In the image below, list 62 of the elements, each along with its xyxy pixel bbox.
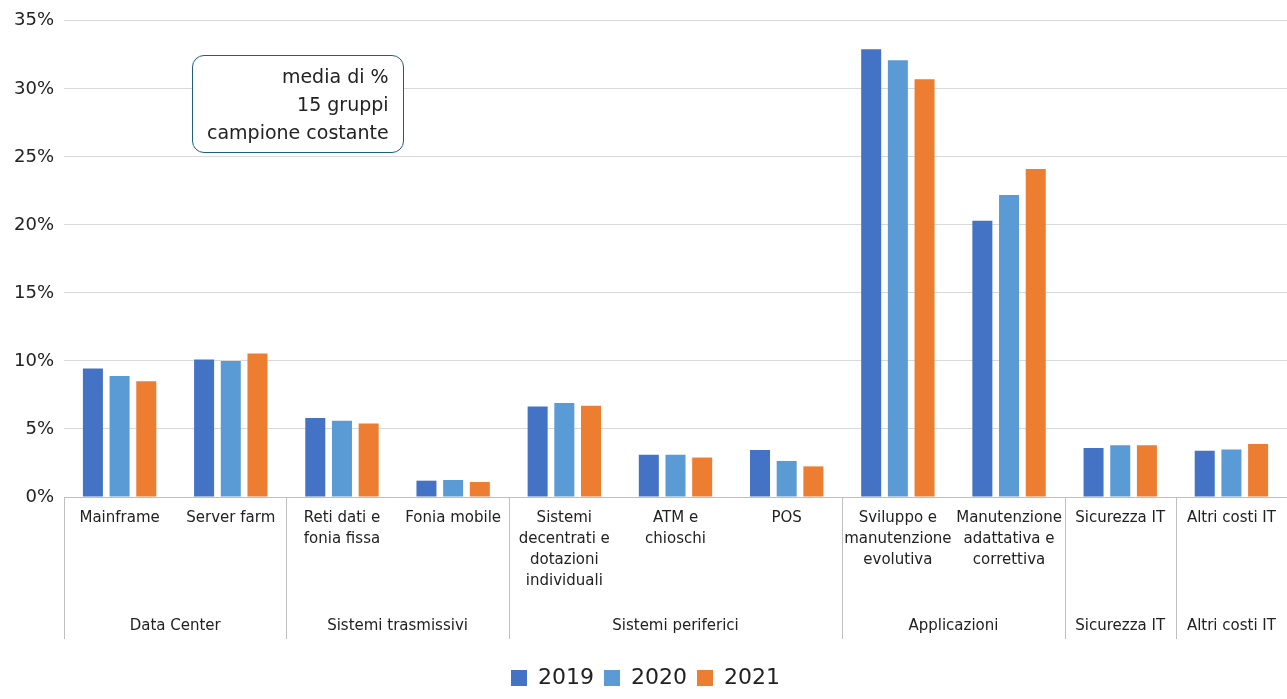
- bar: [692, 457, 713, 497]
- legend-label: 2021: [723, 663, 780, 689]
- y-tick-label: 0%: [25, 484, 55, 506]
- text: Sistemi periferici: [612, 616, 739, 635]
- x-tick-label: ATM e chioschi: [645, 508, 706, 548]
- text: Sistemi trasmissivi: [327, 616, 468, 635]
- legend-label: 2019: [538, 663, 595, 689]
- annotation: media di % 15 gruppi campione costante: [192, 54, 404, 153]
- text: Sicurezza IT: [1075, 616, 1166, 635]
- x-tick-label: Manutenzione adattativa e correttiva: [956, 508, 1062, 569]
- bar: [887, 60, 908, 497]
- bar: [358, 423, 379, 497]
- bar: [1083, 448, 1104, 497]
- bar: [109, 375, 130, 497]
- y-tick-label: 5%: [25, 416, 55, 438]
- bar: [554, 403, 575, 497]
- x-tick-label: Server farm: [186, 508, 276, 527]
- bar: [331, 420, 352, 497]
- y-tick-label: 30%: [13, 76, 55, 98]
- x-tick-label: Sicurezza IT: [1075, 508, 1166, 527]
- bar: [776, 460, 797, 497]
- y-tick-label: 35%: [13, 8, 55, 30]
- bar: [527, 406, 548, 497]
- bar: [1025, 169, 1046, 497]
- bar: [581, 405, 602, 497]
- bar: [665, 454, 686, 497]
- text: Applicazioni: [908, 616, 999, 635]
- y-tick-label: 25%: [13, 144, 55, 166]
- x-tick-label: Reti dati e fonia fissa: [303, 508, 381, 548]
- bar: [750, 450, 771, 497]
- bar: [638, 454, 659, 497]
- x-tick-label: POS: [771, 508, 802, 527]
- legend-label: 2020: [631, 663, 688, 689]
- bar: [803, 466, 824, 497]
- bar: [247, 353, 268, 497]
- y-tick-label: 20%: [13, 212, 55, 234]
- x-tick-label: Mainframe: [79, 508, 160, 527]
- bar: [1194, 450, 1215, 497]
- bar: [220, 360, 241, 497]
- bar: [972, 220, 993, 497]
- bar: [305, 418, 326, 497]
- bar: [1221, 449, 1242, 497]
- bar: [1136, 445, 1157, 497]
- bar: [999, 194, 1020, 497]
- bar: [194, 359, 215, 497]
- text: Altri costi IT: [1186, 616, 1277, 635]
- bar: [136, 381, 157, 497]
- bar: [82, 368, 103, 497]
- bar: [469, 482, 490, 497]
- y-tick-label: 15%: [13, 280, 55, 302]
- bar: [443, 479, 464, 497]
- bar: [861, 49, 882, 497]
- bar: [1110, 445, 1131, 497]
- y-tick-label: 10%: [13, 348, 55, 370]
- x-tick-label: Sviluppo e manutenzione evolutiva: [844, 508, 952, 569]
- x-tick-label: Fonia mobile: [405, 508, 502, 527]
- bar: [914, 79, 935, 497]
- x-tick-label: Altri costi IT: [1186, 508, 1277, 527]
- bar: [1248, 443, 1269, 497]
- text: Data Center: [129, 616, 222, 635]
- bar: [416, 480, 437, 497]
- x-tick-label: Sistemi decentrati e dotazioni individuali: [518, 508, 610, 590]
